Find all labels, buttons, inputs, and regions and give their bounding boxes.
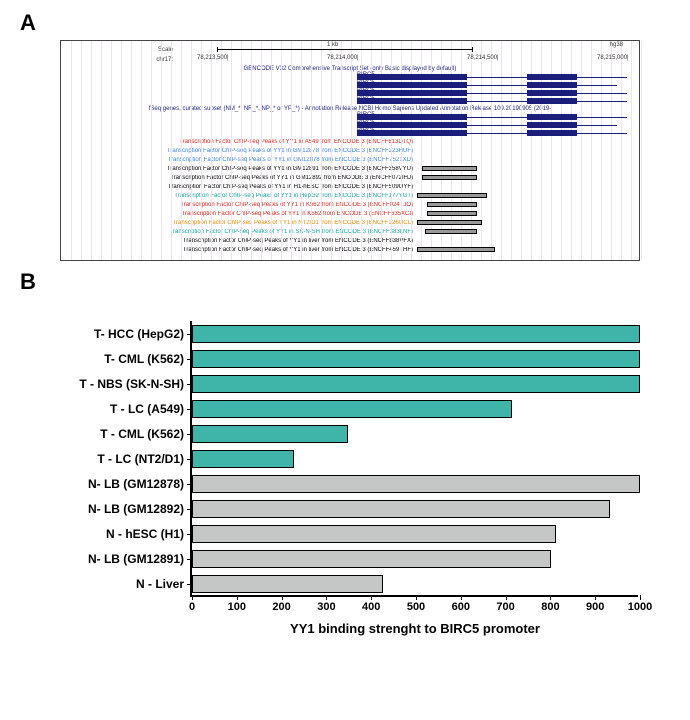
- bar-row: N- LB (GM12891): [192, 550, 551, 570]
- panel-b: B T- HCC (HepG2) T- CML (K562) T - NBS (…: [20, 269, 670, 639]
- y-tick: [187, 434, 192, 435]
- bar-row: N- LB (GM12878): [192, 475, 640, 495]
- bar-row: T - NBS (SK-N-SH): [192, 375, 640, 395]
- coord-label: 78,214,500|: [467, 55, 499, 61]
- scale-text: 1 kb: [327, 42, 338, 48]
- bar-label: T - CML (K562): [100, 427, 192, 441]
- panel-a-label: A: [20, 10, 670, 36]
- chip-peak: [422, 166, 477, 171]
- coord-label: 78,214,000|: [327, 55, 359, 61]
- bar-label: N - Liver: [136, 577, 192, 591]
- chip-track-label: Transcription Factor ChIP-seq Peaks of Y…: [67, 211, 417, 217]
- genome-browser: Scale 1 kb hg38 chr17: 78,213,500|78,214…: [60, 40, 670, 261]
- bar: [192, 575, 383, 593]
- bar: [192, 550, 551, 568]
- bar: [192, 525, 556, 543]
- chip-track-label: Transcription Factor ChIP-seq Peaks of Y…: [67, 202, 417, 208]
- bar: [192, 425, 348, 443]
- chip-track-label: Transcription Factor ChIP-seq Peaks of Y…: [67, 220, 417, 226]
- bar-row: N - Liver: [192, 575, 383, 595]
- bar: [192, 350, 640, 368]
- chip-peak: [417, 247, 495, 252]
- bar: [192, 325, 640, 343]
- scale-bar: [217, 49, 473, 50]
- bar-label: N- LB (GM12892): [88, 502, 192, 516]
- bar-label: T- CML (K562): [104, 352, 192, 366]
- y-tick: [187, 484, 192, 485]
- bar-label: T- HCC (HepG2): [94, 327, 192, 341]
- chip-track-label: Transcription Factor ChIP-seq Peaks of Y…: [67, 229, 417, 235]
- chip-track-label: Transcription Factor ChIP-seq Peaks of Y…: [67, 184, 417, 190]
- y-tick: [187, 409, 192, 410]
- bar-label: N - hESC (H1): [106, 527, 192, 541]
- chip-track-label: Transcription Factor ChIP-seq Peaks of Y…: [67, 247, 417, 253]
- gene-track: BIRC5: [67, 129, 633, 137]
- x-axis-label: YY1 binding strenght to BIRC5 promoter: [190, 621, 640, 636]
- assembly-label: hg38: [610, 42, 623, 48]
- chip-track-label: Transcription Factor ChIP-seq Peaks of Y…: [67, 193, 417, 199]
- bar: [192, 400, 512, 418]
- bar-label: T - LC (A549): [110, 402, 192, 416]
- bar-chart: T- HCC (HepG2) T- CML (K562) T - NBS (SK…: [60, 321, 670, 639]
- y-tick: [187, 384, 192, 385]
- bar-row: T- CML (K562): [192, 350, 640, 370]
- bar-row: N- LB (GM12892): [192, 500, 610, 520]
- bar-label: N- LB (GM12878): [88, 477, 192, 491]
- coord-label: 78,215,000|: [597, 55, 629, 61]
- gene-track: BIRC5: [67, 73, 633, 81]
- chip-peak: [422, 175, 477, 180]
- bar-row: T- HCC (HepG2): [192, 325, 640, 345]
- chip-track-label: Transcription Factor ChIP-seq Peaks of Y…: [67, 175, 417, 181]
- bar-label: T - NBS (SK-N-SH): [79, 377, 192, 391]
- panel-b-label: B: [20, 269, 670, 295]
- panel-a: A Scale 1 kb hg38 chr17: 78,213,500|78,2…: [20, 10, 670, 261]
- gene-track: BIRC5: [67, 113, 633, 121]
- y-tick: [187, 509, 192, 510]
- chip-track-label: Transcription Factor ChIP-seq Peaks of Y…: [67, 166, 417, 172]
- y-tick: [187, 359, 192, 360]
- bar-row: T - CML (K562): [192, 425, 348, 445]
- gene-track: BIRC5: [67, 121, 633, 129]
- y-tick: [187, 559, 192, 560]
- y-tick: [187, 584, 192, 585]
- bar-row: T - LC (NT2/D1): [192, 450, 294, 470]
- bar-row: N - hESC (H1): [192, 525, 556, 545]
- chip-peak: [417, 193, 487, 198]
- chip-peak: [425, 229, 477, 234]
- chip-peak: [417, 220, 482, 225]
- gene-track: BIRC5: [67, 89, 633, 97]
- bar-label: N- LB (GM12891): [88, 552, 192, 566]
- chip-track-label: Transcription Factor ChIP-seq Peaks of Y…: [67, 139, 417, 145]
- bar-label: T - LC (NT2/D1): [97, 452, 192, 466]
- coord-label: 78,213,500|: [197, 55, 229, 61]
- chip-track-label: Transcription Factor ChIP-seq Peaks of Y…: [67, 238, 417, 244]
- chip-track-label: Transcription Factor ChIP-seq Peaks of Y…: [67, 148, 417, 154]
- chip-peak: [427, 202, 477, 207]
- bar: [192, 450, 294, 468]
- bar: [192, 475, 640, 493]
- gene-track: BIRC5: [67, 97, 633, 105]
- chip-track-label: Transcription Factor ChIP-seq Peaks of Y…: [67, 157, 417, 163]
- bar-row: T - LC (A549): [192, 400, 512, 420]
- y-tick: [187, 459, 192, 460]
- chip-peak: [427, 211, 477, 216]
- bar: [192, 500, 610, 518]
- y-tick: [187, 534, 192, 535]
- bar: [192, 375, 640, 393]
- y-tick: [187, 334, 192, 335]
- gene-track: BIRC5: [67, 81, 633, 89]
